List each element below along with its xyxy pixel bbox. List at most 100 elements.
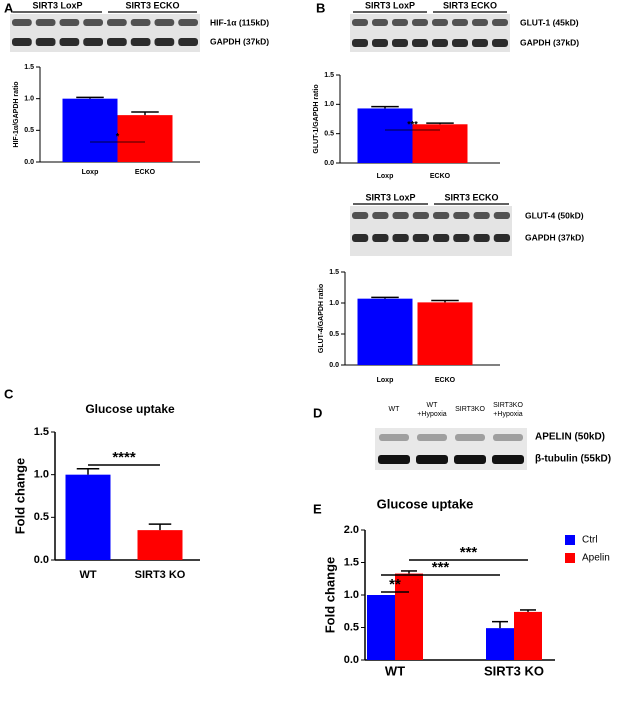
blot-group: SIRT3 LoxP [365,0,415,10]
lane-label: WT [427,402,439,409]
blot-band [392,212,409,219]
y-tick-label: 1.5 [344,556,359,568]
y-tick-label: 0.5 [344,621,359,633]
y-axis-label: Fold change [322,557,337,634]
bar [412,124,468,163]
x-tick-label: SIRT3 KO [135,569,186,581]
panel-label: A [4,0,14,15]
y-axis-label: Fold change [12,458,27,535]
x-tick-label: Loxp [82,169,99,176]
blot-band [392,234,409,242]
panel-label: C [4,386,14,401]
blot-band [493,212,510,219]
bar [357,298,413,365]
blot-band [352,19,368,26]
y-tick-label: 0.0 [34,554,49,566]
bar [514,611,542,660]
x-tick-label: SIRT3 KO [484,663,544,678]
blot-band [392,19,408,26]
legend-label: Apelin [582,553,610,564]
blot-band [472,39,488,47]
blot-band [83,38,103,46]
blot-band [372,212,389,219]
y-tick-label: 1.5 [329,269,339,276]
blot-band [473,234,490,242]
lane-label: SIRT3KO [455,406,485,413]
band-label: HIF-1α (115kD) [210,17,269,27]
band-label: β-tubulin (55kD) [535,454,611,465]
band-label: GAPDH (37kD) [525,232,584,242]
blot-band [178,38,198,46]
band-label: GAPDH (37kD) [520,37,579,47]
lane-label: SIRT3KO [493,402,523,409]
blot-band [12,19,32,26]
y-tick-label: 0.5 [24,127,34,134]
blot-band [455,434,485,441]
blot-band [107,19,127,26]
blot-band [412,39,428,47]
x-tick-label: Loxp [377,173,394,180]
blot-band [493,434,523,441]
significance-label: *** [432,559,450,576]
y-tick-label: 0.5 [329,331,339,338]
blot-group: SIRT3 LoxP [32,0,82,10]
blot-band [492,455,524,464]
blot-band [412,19,428,26]
bar [357,108,413,163]
blot-band [379,434,409,441]
significance-label: ** [389,576,401,593]
band-label: GLUT-4 (50kD) [525,210,584,220]
y-tick-label: 1.5 [324,72,334,79]
legend-swatch [565,553,575,563]
blot-band [416,455,448,464]
blot-group: SIRT3 LoxP [365,192,415,202]
bar [117,115,173,162]
y-tick-label: 2.0 [344,524,359,536]
y-tick-label: 0.5 [34,511,49,523]
blot-band [35,19,56,26]
blot-band [130,19,151,26]
x-tick-label: ECKO [135,169,156,176]
chart-title: Glucose uptake [377,496,474,511]
blot-band [154,38,175,46]
panel-label: B [316,0,325,15]
blot-band [35,38,56,46]
y-tick-label: 1.5 [24,64,34,71]
band-label: APELIN (50kD) [535,432,605,443]
blot-band [412,212,429,219]
legend-label: Ctrl [582,535,598,546]
blot-band [412,234,429,242]
chart-title: Glucose uptake [85,402,175,416]
bar [417,302,473,365]
y-tick-label: 0.0 [344,654,359,666]
blot-band [83,19,103,26]
blot-band [59,38,80,46]
blot-band [432,39,448,47]
y-tick-label: 1.0 [324,101,334,108]
y-tick-label: 1.0 [24,96,34,103]
blot-band [130,38,151,46]
blot-band [492,39,508,47]
panel-label: E [313,501,322,516]
bar [367,595,395,660]
blot-band [372,39,388,47]
blot-band [452,19,468,26]
blot-band [493,234,510,242]
bar [65,474,111,560]
bar [486,628,514,660]
blot-band [492,19,508,26]
blot-band [392,39,408,47]
blot-band [59,19,80,26]
lane-label: +Hypoxia [417,411,446,418]
blot-band [352,39,368,47]
blot-band [452,39,468,47]
y-axis-label: GLUT-4/GAPDH ratio [318,284,325,353]
band-label: GLUT-1 (45kD) [520,17,579,27]
blot-band [372,234,389,242]
blot-band [107,38,127,46]
blot-band [472,19,488,26]
blot-band [372,19,388,26]
blot-band [12,38,32,46]
significance-label: **** [112,449,136,466]
